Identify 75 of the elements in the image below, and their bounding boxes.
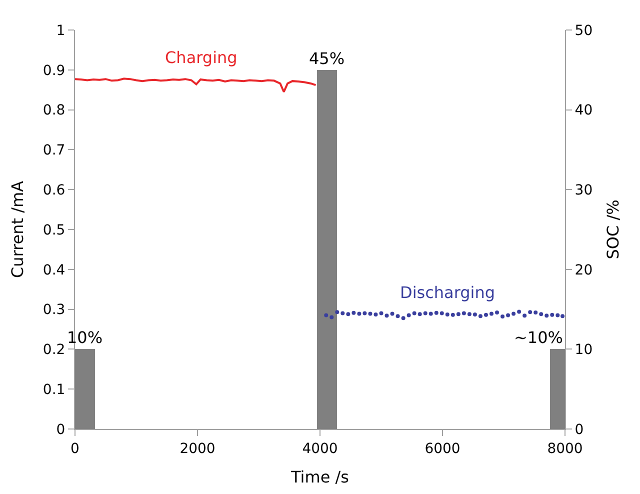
y2-tick-label: 50	[574, 22, 593, 39]
point	[418, 312, 422, 316]
point	[406, 313, 411, 318]
point	[512, 312, 516, 316]
x-tick-label: 0	[70, 440, 80, 457]
point	[534, 310, 538, 314]
point	[528, 310, 532, 314]
y-tick-label: 0.6	[42, 182, 66, 198]
point	[556, 313, 560, 318]
point	[368, 312, 372, 316]
point	[390, 312, 394, 316]
y-tick-label: 0.7	[42, 142, 66, 159]
y2-tick-label: 40	[574, 102, 593, 119]
point	[434, 310, 438, 315]
point	[456, 312, 460, 316]
series-label: Discharging	[400, 283, 496, 302]
point	[478, 314, 482, 318]
data-label: 10%	[67, 328, 103, 347]
y-tick-label: 0.1	[42, 382, 66, 398]
point	[500, 314, 505, 318]
point	[522, 314, 527, 318]
y-tick-label: 1	[56, 22, 66, 39]
point	[495, 310, 500, 314]
y-tick-label: 0	[56, 422, 66, 438]
point	[346, 312, 350, 316]
point	[352, 310, 356, 315]
point	[484, 312, 488, 317]
point	[330, 315, 334, 320]
point	[445, 312, 450, 316]
point	[401, 316, 406, 320]
point	[340, 311, 345, 316]
y-tick-label: 0.9	[42, 62, 66, 79]
data-label: 45%	[309, 49, 345, 68]
x-tick-label: 4000	[302, 440, 338, 457]
y2-tick-label: 10	[574, 342, 593, 358]
point	[467, 312, 472, 316]
y2-axis-title: SOC /%	[603, 200, 622, 260]
point	[374, 312, 378, 316]
y-tick-label: 0.8	[42, 102, 66, 119]
data-label: ~10%	[514, 328, 563, 347]
point	[539, 312, 544, 316]
y-tick-label: 0.2	[42, 342, 66, 358]
point	[450, 312, 455, 317]
line-series	[75, 78, 317, 93]
point	[324, 313, 328, 318]
point	[357, 312, 362, 316]
point	[423, 311, 428, 316]
y-axis-title: Current /mA	[8, 180, 27, 278]
y-tick-label: 0.3	[42, 302, 66, 318]
point	[428, 312, 433, 316]
point	[462, 311, 466, 316]
point	[550, 312, 554, 317]
y-tick-label: 0.4	[42, 262, 66, 278]
y2-tick-label: 0	[574, 422, 584, 438]
y2-tick-label: 20	[574, 262, 593, 278]
y2-tick-label: 30	[574, 182, 593, 198]
point	[396, 314, 400, 318]
y-tick-label: 0.5	[42, 222, 66, 238]
x-tick-label: 2000	[180, 440, 216, 457]
point	[490, 312, 494, 316]
point	[379, 311, 384, 316]
point	[362, 311, 367, 316]
point	[335, 310, 340, 314]
point	[472, 312, 477, 316]
point	[560, 314, 565, 318]
point	[506, 313, 510, 318]
point	[412, 311, 416, 316]
x-tick-label: 6000	[424, 440, 460, 457]
x-axis-title: Time /s	[290, 468, 349, 486]
point	[544, 314, 549, 318]
point	[517, 310, 522, 314]
series-label: Charging	[165, 48, 238, 67]
x-tick-label: 8000	[547, 440, 583, 457]
point	[440, 311, 444, 316]
point	[384, 314, 389, 318]
